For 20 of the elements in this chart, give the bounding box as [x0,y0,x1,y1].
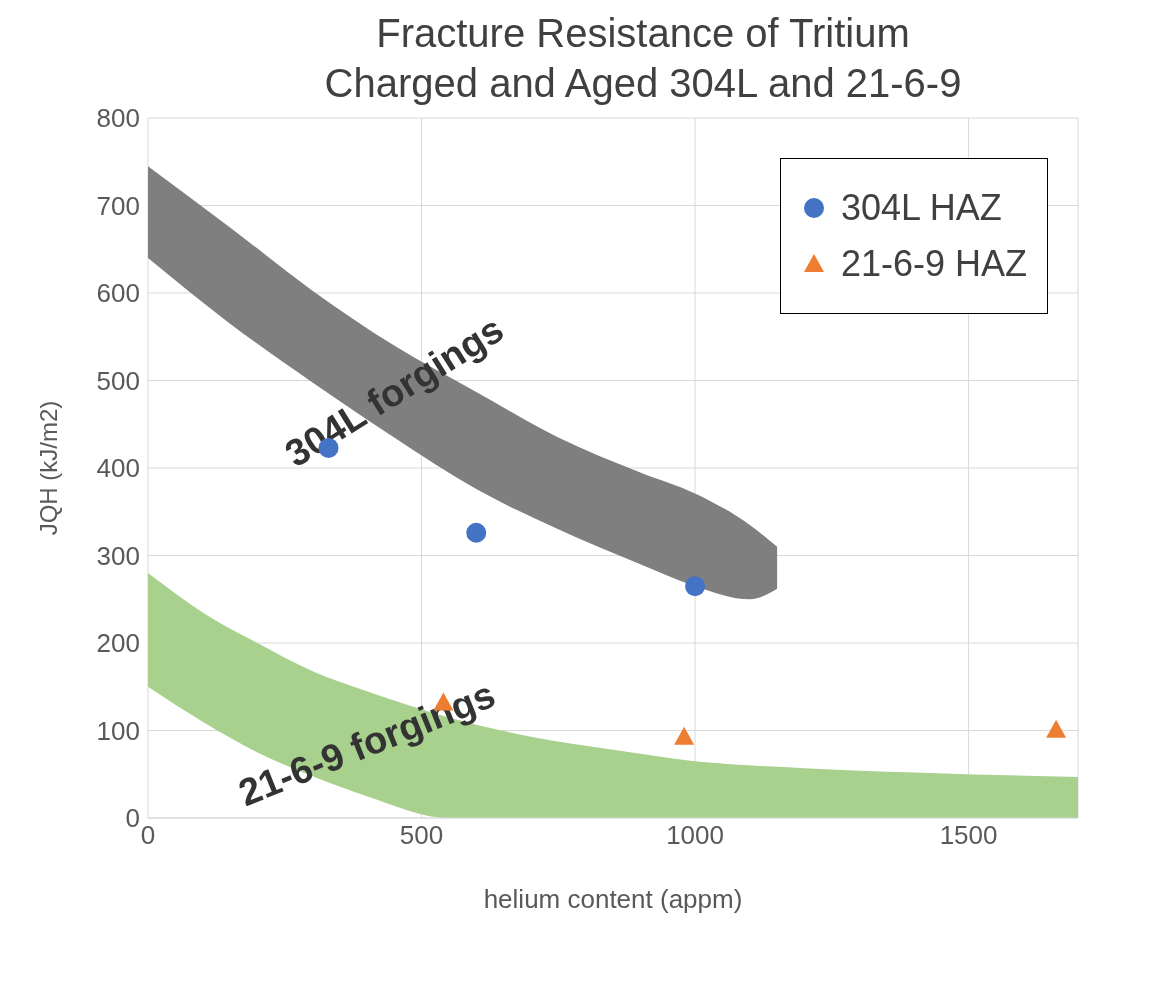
point [1046,719,1067,738]
chart-title: Fracture Resistance of Tritium Charged and Aged 304L and 21-6-9 [324,11,962,105]
x-tick-label: 500 [399,820,444,851]
y-axis-title: JQH (kJ/m2) [34,400,62,536]
y-tick-label: 800 [96,103,140,134]
x-tick-label: 1000 [666,820,724,851]
point [466,522,487,543]
point [685,576,706,597]
y-tick-label: 400 [96,453,140,484]
y-tick-label: 200 [96,628,140,659]
y-tick-label: 100 [96,715,140,746]
legend-label: 21-6-9 HAZ [840,243,1027,285]
x-axis-title: helium content (appm) [483,884,743,914]
y-tick-label: 700 [96,190,140,221]
y-tick-label: 500 [96,365,140,396]
y-tick-label: 300 [96,540,140,571]
point [674,726,695,745]
y-tick-label: 600 [96,278,140,309]
legend-label: 304L HAZ [840,187,1002,229]
x-tick-label: 1500 [939,820,998,851]
